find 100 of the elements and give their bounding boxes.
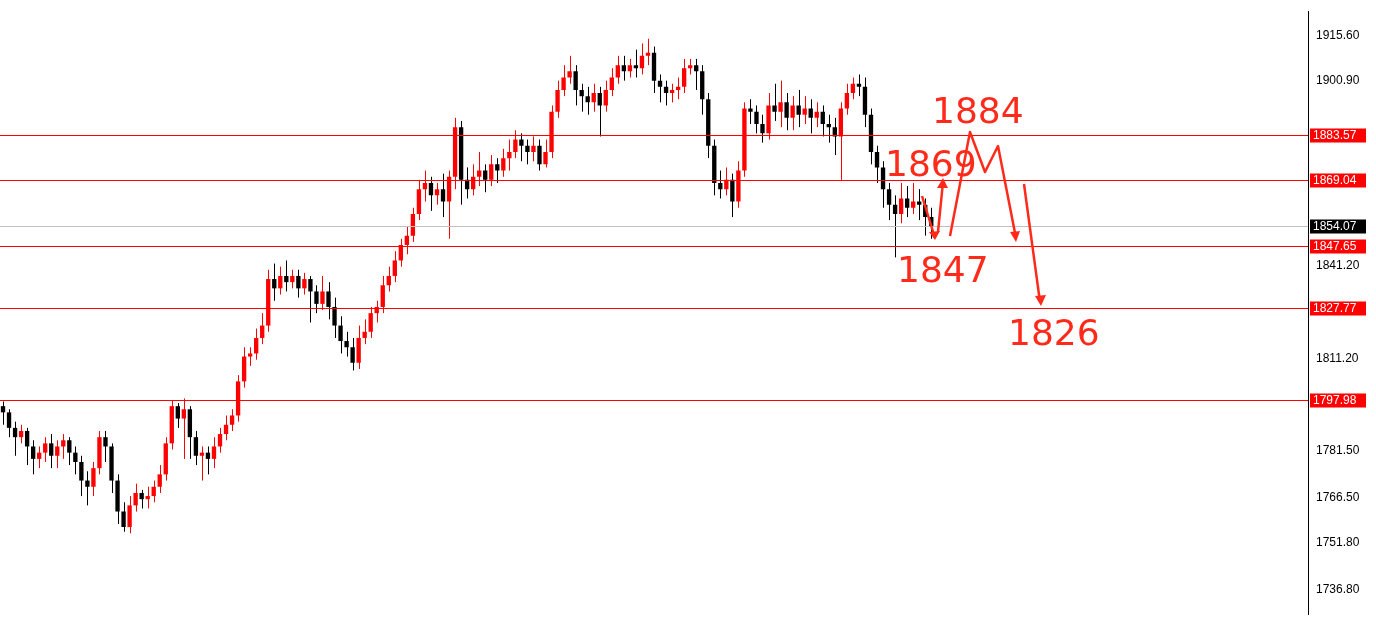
candlestick	[85, 470, 90, 506]
candlestick	[121, 501, 126, 533]
candlestick	[615, 55, 620, 85]
candlestick	[675, 77, 681, 100]
candlestick	[440, 173, 446, 218]
candlestick	[49, 433, 54, 469]
candlestick	[874, 145, 880, 184]
candlestick	[24, 427, 30, 466]
y-tick-label: 1900.90	[1316, 73, 1360, 88]
candlestick	[199, 445, 205, 482]
candlestick	[579, 83, 584, 113]
candlestick	[904, 185, 910, 218]
candlestick	[272, 263, 277, 302]
candlestick	[778, 80, 783, 128]
annotation: 1847	[897, 249, 989, 291]
candlestick	[561, 64, 566, 97]
y-tick-label: 1781.50	[1316, 443, 1360, 458]
candlestick	[332, 297, 337, 339]
candlestick	[344, 331, 349, 358]
candlestick	[826, 114, 831, 144]
candlestick	[338, 315, 343, 354]
ref-line-label: 1847.65	[1313, 239, 1357, 254]
candlestick	[669, 83, 675, 103]
candlestick	[844, 83, 850, 116]
candlestick	[790, 95, 795, 131]
candlestick	[784, 92, 789, 131]
annotation: 1884	[932, 90, 1024, 132]
candlestick	[772, 83, 777, 122]
ref-line-label: 1827.77	[1313, 301, 1357, 316]
candlestick	[296, 269, 301, 299]
y-tick-label: 1751.80	[1316, 535, 1360, 550]
candlestick	[30, 439, 36, 475]
candlestick	[254, 328, 259, 361]
candlestick	[555, 80, 560, 119]
candlestick	[350, 337, 355, 372]
ref-line-label: 1883.57	[1313, 128, 1357, 143]
candlestick	[211, 436, 217, 469]
candlestick	[591, 83, 596, 113]
candlestick	[525, 139, 530, 165]
y-tick-label: 1736.80	[1316, 582, 1360, 596]
candlestick	[543, 139, 548, 168]
candlestick	[73, 445, 78, 475]
y-tick-label: 1766.50	[1316, 489, 1360, 504]
y-tick-label: 1811.20	[1316, 351, 1359, 366]
candlestick	[302, 272, 307, 296]
candlestick	[79, 455, 84, 497]
candlestick	[314, 284, 319, 314]
annotation: 1826	[1008, 312, 1100, 354]
candlestick	[808, 98, 813, 134]
candlestick	[917, 188, 922, 221]
candlestick	[308, 275, 313, 323]
candlestick	[12, 421, 18, 457]
candlestick	[247, 346, 253, 367]
candlestick	[730, 173, 735, 218]
candlestick	[537, 139, 542, 172]
candlestick	[633, 49, 639, 79]
candlestick	[501, 148, 506, 178]
candlestick	[223, 414, 229, 441]
candlestick	[681, 58, 687, 94]
candlestick	[850, 77, 856, 100]
candlestick	[645, 38, 651, 66]
candlestick	[603, 80, 608, 113]
candlestick	[6, 408, 12, 438]
ref-line-label: 1797.98	[1313, 393, 1357, 408]
candlestick	[151, 480, 156, 503]
candlestick	[748, 98, 753, 125]
candlestick	[133, 483, 138, 513]
candlestick	[754, 104, 759, 134]
y-tick-label: 1841.20	[1316, 258, 1360, 273]
candlestick	[145, 486, 150, 509]
candlestick	[91, 461, 96, 497]
candlestick	[175, 402, 180, 429]
y-tick-label: 1915.60	[1316, 27, 1360, 42]
candlestick	[567, 55, 572, 85]
candlestick	[495, 157, 500, 184]
candlestick	[229, 408, 235, 432]
candlestick	[193, 430, 199, 466]
candlestick	[43, 436, 48, 463]
candlestick	[290, 269, 295, 289]
candlestick	[507, 139, 512, 172]
candlestick	[519, 132, 524, 162]
candlestick	[856, 73, 862, 97]
candlestick	[67, 436, 72, 466]
candlestick	[483, 163, 488, 193]
candlestick	[103, 430, 108, 463]
candlestick	[892, 194, 898, 258]
ref-line-label: 1854.07	[1313, 219, 1357, 234]
candlestick	[886, 182, 892, 221]
candlestick	[386, 266, 391, 292]
candlestick	[796, 89, 801, 128]
ref-line-label: 1869.04	[1313, 173, 1357, 188]
candlestick	[326, 281, 331, 320]
candlestick	[127, 495, 132, 534]
candlestick	[760, 114, 765, 144]
candlestick	[55, 439, 60, 469]
candlestick	[139, 489, 144, 509]
candlestick	[157, 464, 162, 494]
candlestick	[898, 182, 904, 224]
candlestick	[573, 64, 578, 106]
candlestick	[392, 250, 397, 283]
